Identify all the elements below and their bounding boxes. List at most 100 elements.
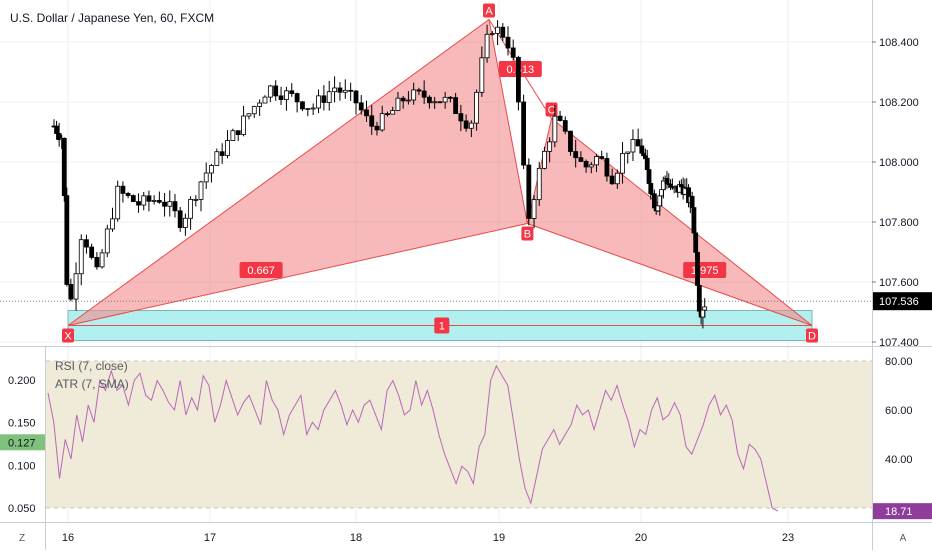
indicator-band-layer xyxy=(46,360,872,509)
candle-body xyxy=(536,167,542,201)
price-tick-label: 107.800 xyxy=(879,217,919,229)
price-axis: 108.400 108.200 108.000 107.800 107.600 107.4… xyxy=(872,37,932,349)
candle-body xyxy=(125,192,131,196)
ratio-label: 1.975 xyxy=(691,265,719,277)
candle-body xyxy=(516,56,521,103)
legend-atr: ATR (7, SMA) xyxy=(55,377,129,391)
candle-body xyxy=(609,175,615,185)
candle-body xyxy=(395,97,401,111)
candle-body xyxy=(278,95,284,100)
candle-body xyxy=(230,130,236,141)
candlestick-series xyxy=(51,20,708,329)
candle-body xyxy=(531,199,537,219)
candle-body xyxy=(241,115,246,136)
candle-body xyxy=(246,113,252,117)
candle-body xyxy=(73,273,79,300)
candle-body xyxy=(458,113,464,122)
candle-body xyxy=(214,151,220,166)
candle-body xyxy=(310,107,316,110)
point-label-bg xyxy=(521,226,534,241)
candle-body xyxy=(406,99,411,102)
corner-label-left[interactable]: Z xyxy=(19,533,25,544)
atr-tick-label: 0.100 xyxy=(8,460,36,472)
candle-body xyxy=(156,200,162,203)
corner-label-right[interactable]: A xyxy=(900,533,907,544)
candle-body xyxy=(594,156,599,166)
candle-body xyxy=(120,185,126,194)
candle-body xyxy=(453,97,459,115)
candle-body xyxy=(203,172,209,183)
price-tick-label: 108.000 xyxy=(879,157,919,169)
time-tick-label: 17 xyxy=(204,532,216,544)
point-label-a: A xyxy=(485,6,493,18)
candle-body xyxy=(251,106,257,115)
time-tick-label: 20 xyxy=(635,532,647,544)
candle-body xyxy=(56,133,62,141)
candle-body xyxy=(316,95,321,109)
candle-body xyxy=(411,89,417,101)
candle-body xyxy=(400,97,406,102)
point-label-bg xyxy=(806,328,818,343)
candle-body xyxy=(484,33,490,59)
candle-body xyxy=(644,157,650,171)
candle-body xyxy=(489,33,495,35)
candle-body xyxy=(573,151,579,159)
candle-body xyxy=(702,306,708,311)
candle-body xyxy=(479,57,485,93)
candle-body xyxy=(500,26,506,38)
candle-body xyxy=(225,140,230,156)
atr-tick-label: 0.150 xyxy=(8,418,36,430)
candle-body xyxy=(151,200,157,202)
candle-body xyxy=(620,153,625,174)
time-axis: 16 17 18 19 20 23 xyxy=(62,532,794,544)
candle-body xyxy=(542,150,547,169)
rsi-series xyxy=(47,364,779,512)
rsi-value-badge xyxy=(873,503,932,520)
candle-body xyxy=(182,217,188,228)
candle-body xyxy=(84,239,89,248)
candle-body xyxy=(604,158,610,177)
candle-body xyxy=(104,228,110,254)
candle-body xyxy=(442,96,448,103)
candle-body xyxy=(219,151,225,156)
rsi-tick-label: 40.00 xyxy=(885,454,913,466)
candle-body xyxy=(64,195,70,285)
candle-body xyxy=(326,91,332,103)
candle-body xyxy=(552,115,558,143)
candle-body xyxy=(635,139,641,147)
rsi-tick-label: 60.00 xyxy=(885,405,913,417)
ratio-label: 0.667 xyxy=(247,265,275,277)
point-label-bg xyxy=(482,3,495,18)
candle-body xyxy=(521,101,527,166)
candle-body xyxy=(588,164,594,168)
candle-body xyxy=(235,130,241,136)
price-tick-label: 107.400 xyxy=(879,337,919,349)
rsi-value-badge-text: 18.71 xyxy=(885,506,913,518)
candle-body xyxy=(68,284,74,300)
candle-body xyxy=(432,101,438,104)
price-tick-label: 107.600 xyxy=(879,277,919,289)
candle-body xyxy=(188,199,193,219)
candle-body xyxy=(495,26,500,34)
candle-body xyxy=(305,108,311,110)
candle-body xyxy=(294,93,300,103)
candle-body xyxy=(625,151,631,154)
last-price-badge-text: 107.536 xyxy=(879,296,919,308)
candle-body xyxy=(547,141,553,152)
atr-value-badge-text: 0.127 xyxy=(8,437,36,449)
point-label-x: X xyxy=(64,331,72,343)
candle-body xyxy=(136,201,141,206)
candle-body xyxy=(273,85,279,97)
candle-body xyxy=(630,139,636,153)
candle-body xyxy=(358,102,364,111)
candle-body xyxy=(146,195,152,202)
candle-body xyxy=(262,96,268,104)
ratio-label-bg xyxy=(434,317,450,334)
candle-body xyxy=(526,164,532,219)
candle-body xyxy=(385,113,390,116)
candle-body xyxy=(99,252,105,268)
candle-body xyxy=(289,90,295,94)
candle-body xyxy=(369,115,375,127)
candle-body xyxy=(337,87,343,93)
